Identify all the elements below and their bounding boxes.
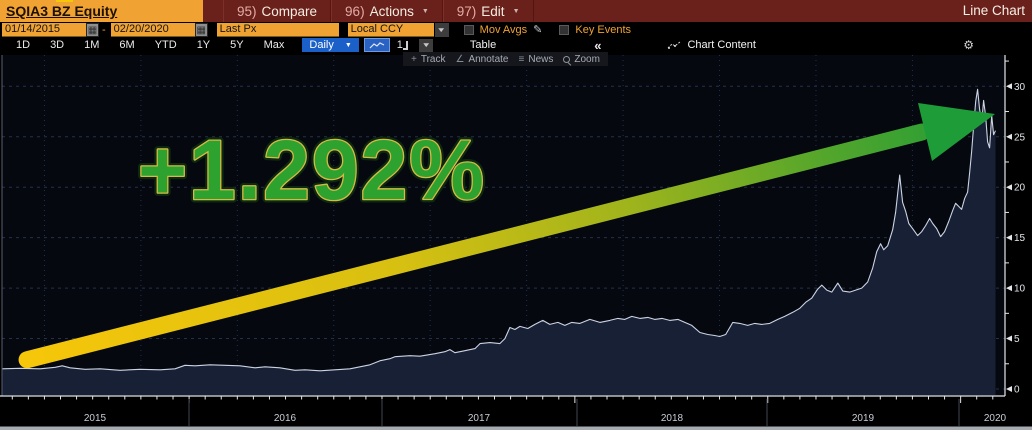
news-label: News [528, 53, 554, 65]
menu-actions-button[interactable]: 96) Actions ▼ [331, 0, 443, 22]
svg-text:2019: 2019 [852, 413, 875, 424]
news-button[interactable]: ≡ News [519, 54, 554, 65]
svg-text:5: 5 [1014, 334, 1020, 345]
svg-text:+1.292%: +1.292% [138, 123, 486, 217]
range-max-tab[interactable]: Max [263, 39, 285, 51]
svg-text:25: 25 [1014, 132, 1026, 143]
calendar-icon[interactable]: ▦ [86, 23, 99, 37]
period-select[interactable]: Daily ▼ [302, 38, 359, 52]
date-range-separator: - [102, 24, 106, 36]
zoom-button[interactable]: Zoom [563, 54, 600, 65]
menu-label: Edit [481, 3, 505, 19]
chart-content-label: Chart Content [687, 39, 756, 51]
magnifier-icon [563, 55, 571, 63]
menu-bar: 95) Compare 96) Actions ▼ 97) Edit ▼ [223, 0, 534, 22]
menu-number: 97) [456, 3, 477, 19]
annotate-label: Annotate [468, 53, 509, 65]
chevron-down-icon: ▼ [436, 26, 447, 34]
svg-text:2017: 2017 [468, 413, 491, 424]
range-3d-tab[interactable]: 3D [50, 39, 65, 51]
settings-gear-icon[interactable]: ⚙ [963, 38, 974, 52]
menu-label: Compare [261, 3, 318, 19]
currency-select[interactable]: Local CCY [347, 23, 434, 37]
range-6m-tab[interactable]: 6M [119, 39, 135, 51]
chart-type-dropdown-button[interactable]: ▼ [418, 38, 433, 52]
range-1m-tab[interactable]: 1M [84, 39, 100, 51]
svg-text:15: 15 [1014, 233, 1026, 244]
svg-text:2018: 2018 [661, 413, 684, 424]
menu-number: 96) [345, 3, 365, 19]
range-ytd-tab[interactable]: YTD [154, 39, 177, 51]
chevron-down-icon: ▼ [421, 41, 431, 49]
svg-text:30: 30 [1014, 82, 1026, 93]
chart-annotate-toolbar: + Track ∠ Annotate ≡ News Zoom [403, 52, 608, 66]
chart-area[interactable]: 0 5 10 15 20 25 30 2015 2016 2017 2018 2019 2020 +1.2… [0, 52, 1032, 430]
svg-text:2016: 2016 [274, 413, 297, 424]
annotate-button[interactable]: ∠ Annotate [455, 54, 508, 65]
plus-icon: + [411, 53, 417, 65]
mov-avgs-checkbox[interactable] [463, 25, 474, 35]
line-chart-type-button[interactable] [363, 38, 390, 52]
collapse-button[interactable]: « [594, 37, 602, 53]
menu-compare-button[interactable]: 95) Compare [223, 0, 332, 22]
track-button[interactable]: + Track [411, 54, 445, 65]
chart-content-button[interactable]: Chart Content [667, 39, 756, 51]
table-button[interactable]: Table [469, 39, 497, 51]
titlebar: SQIA3 BZ Equity 95) Compare 96) Actions ▼ 97)… [0, 0, 1032, 22]
svg-text:2020: 2020 [984, 413, 1007, 424]
range-1y-tab[interactable]: 1Y [196, 39, 211, 51]
svg-text:20: 20 [1014, 183, 1026, 194]
key-events-checkbox[interactable] [559, 25, 570, 35]
titlebar-notch [56, 0, 73, 2]
panel-bar-icon [402, 40, 408, 50]
price-chart-svg: 0 5 10 15 20 25 30 2015 2016 2017 2018 2019 2020 +1.2… [0, 55, 1032, 430]
track-label: Track [420, 53, 446, 65]
svg-text:+1.292%: +1.292% [138, 123, 486, 217]
panel-count-button[interactable]: 1 [397, 39, 408, 51]
menu-number: 95) [237, 3, 257, 19]
menu-label: Actions [369, 3, 414, 19]
chevron-down-icon: ▼ [344, 41, 352, 49]
range-5y-tab[interactable]: 5Y [230, 39, 244, 51]
toolbar-row: 1D 3D 1M 6M YTD 1Y 5Y Max Daily ▼ 1 ▼ Table « C… [0, 37, 1032, 53]
svg-text:0: 0 [1014, 385, 1020, 396]
line-chart-icon [369, 41, 385, 48]
menu-edit-button[interactable]: 97) Edit ▼ [442, 0, 534, 22]
chevron-down-icon: ▼ [512, 7, 520, 15]
chart-content-icon [668, 41, 681, 49]
chart-mode-label: Line Chart [962, 3, 1025, 18]
range-tabs: 1D 3D 1M 6M YTD 1Y 5Y Max [0, 38, 294, 52]
price-field-select[interactable]: Last Px [216, 23, 339, 37]
currency-dropdown-button[interactable]: ▼ [434, 23, 449, 37]
panel-count-label: 1 [396, 39, 403, 51]
security-ticker-field[interactable]: SQIA3 BZ Equity [0, 0, 203, 22]
svg-text:2015: 2015 [84, 413, 107, 424]
news-icon: ≡ [518, 53, 525, 65]
pencil-icon[interactable]: ✎ [533, 24, 543, 36]
key-events-label[interactable]: Key Events [575, 24, 632, 36]
mov-avgs-label[interactable]: Mov Avgs [479, 24, 528, 36]
end-date-field[interactable]: 02/20/2020 [110, 23, 195, 37]
start-date-field[interactable]: 01/14/2015 [2, 23, 86, 37]
annotate-angle-icon: ∠ [455, 53, 465, 65]
range-1d-tab[interactable]: 1D [16, 39, 31, 51]
calendar-icon[interactable]: ▦ [194, 23, 208, 37]
period-label: Daily [309, 39, 334, 51]
zoom-label: Zoom [574, 53, 600, 65]
chevron-down-icon: ▼ [421, 7, 429, 15]
controls-row: 01/14/2015 ▦ - 02/20/2020 ▦ Last Px Loca… [0, 22, 1032, 38]
svg-text:10: 10 [1014, 284, 1026, 295]
